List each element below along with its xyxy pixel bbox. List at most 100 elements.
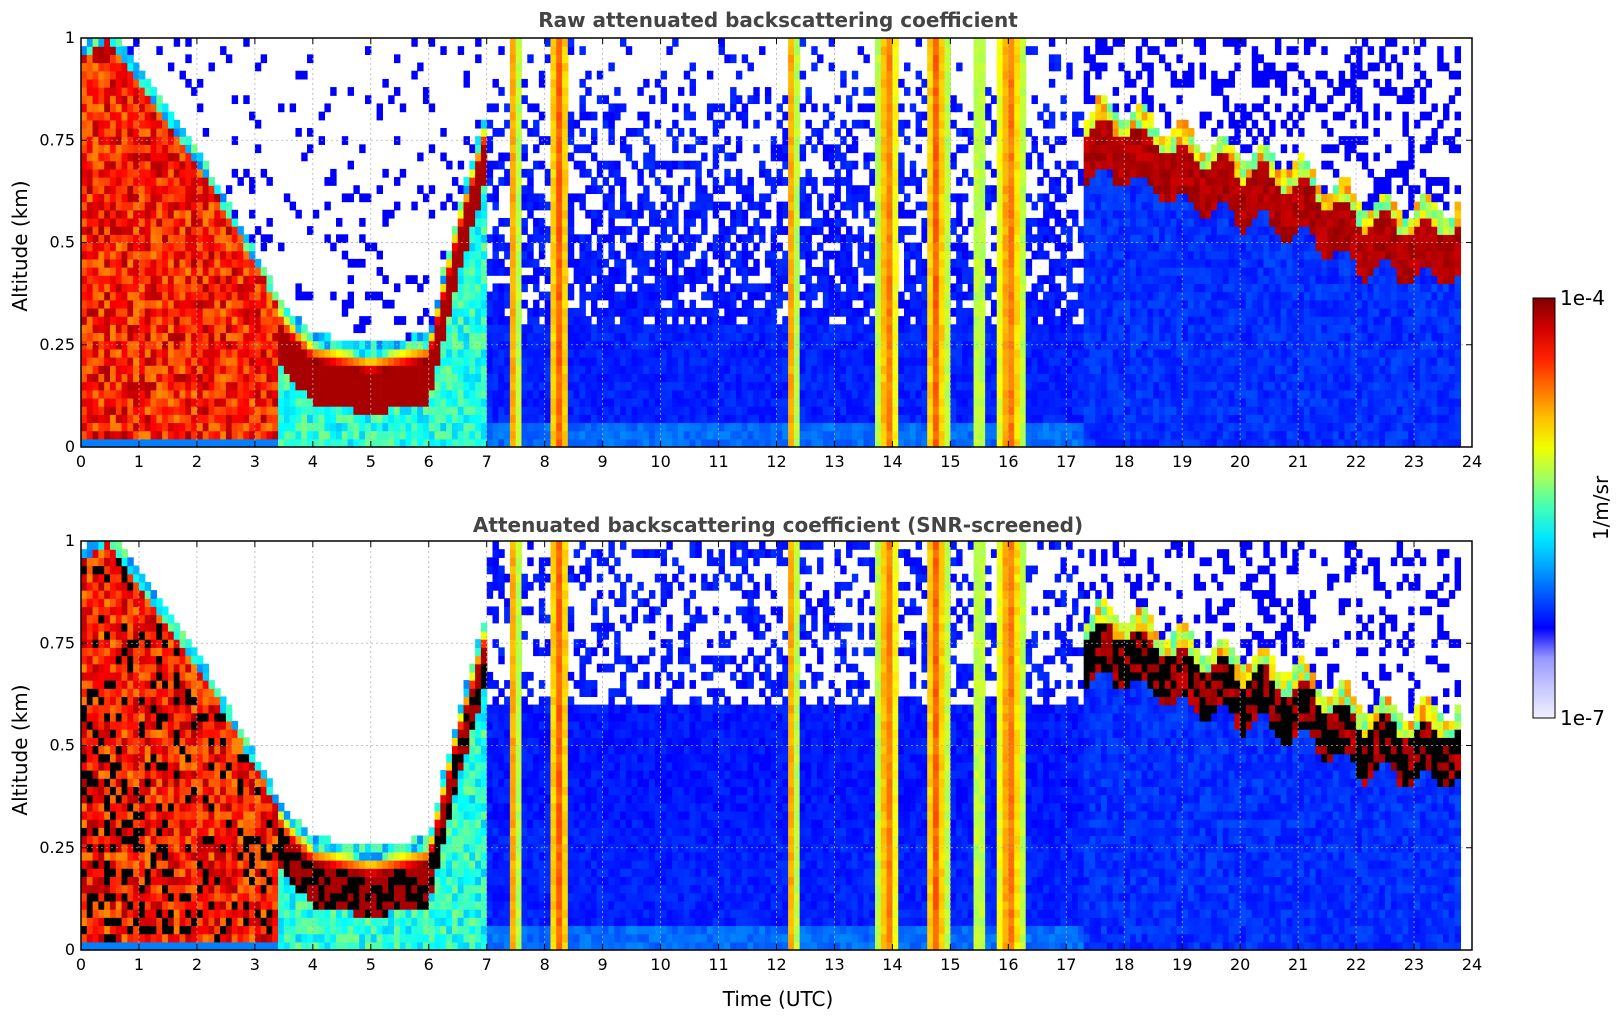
heatmap-cell: [457, 267, 465, 276]
heatmap-cell: [208, 283, 215, 293]
heatmap-cell: [347, 258, 355, 268]
heatmap-cell: [631, 373, 638, 383]
heatmap-cell: [764, 389, 772, 399]
heatmap-cell: [863, 299, 870, 309]
heatmap-cell: [567, 406, 575, 415]
heatmap-cell: [805, 357, 812, 366]
heatmap-cell: [538, 250, 546, 260]
heatmap-cell: [753, 373, 760, 383]
heatmap-cell: [967, 373, 975, 383]
heatmap-cell: [434, 365, 441, 374]
heatmap-cell: [834, 430, 841, 440]
heatmap-cell: [764, 381, 772, 391]
heatmap-cell: [822, 275, 830, 284]
heatmap-cell: [115, 111, 123, 121]
heatmap-cell: [138, 78, 146, 88]
heatmap-cell: [469, 275, 476, 284]
heatmap-cell: [770, 357, 778, 366]
heatmap-cell: [202, 324, 210, 334]
heatmap-cell: [266, 430, 273, 440]
heatmap-cell: [573, 357, 581, 366]
heatmap-cell: [620, 406, 627, 415]
heatmap-cell: [875, 209, 882, 219]
heatmap-cell: [747, 332, 754, 342]
heatmap-cell: [388, 299, 395, 309]
heatmap-cell: [214, 430, 221, 440]
heatmap-cell: [689, 78, 696, 88]
heatmap-cell: [562, 397, 569, 407]
heatmap-cell: [573, 373, 581, 383]
heatmap-cell: [550, 406, 557, 415]
heatmap-cell: [86, 250, 94, 260]
heatmap-cell: [648, 357, 656, 366]
heatmap-cell: [475, 144, 482, 154]
heatmap-cell: [127, 340, 134, 350]
heatmap-cell: [538, 397, 546, 407]
heatmap-cell: [341, 397, 349, 407]
heatmap-cell: [138, 307, 146, 317]
heatmap-cell: [695, 397, 702, 407]
heatmap-cell: [788, 95, 795, 105]
heatmap-cell: [932, 201, 940, 211]
heatmap-cell: [225, 324, 233, 334]
heatmap-cell: [544, 267, 552, 276]
heatmap-cell: [695, 430, 702, 440]
heatmap-cell: [156, 226, 163, 235]
heatmap-cell: [793, 119, 801, 129]
heatmap-cell: [886, 250, 894, 260]
heatmap-cell: [127, 217, 134, 227]
heatmap-cell: [428, 422, 436, 432]
heatmap-cell: [788, 144, 795, 154]
heatmap-cell: [492, 160, 499, 170]
heatmap-cell: [92, 332, 99, 342]
heatmap-cell: [770, 299, 778, 309]
heatmap-cell: [109, 136, 117, 145]
heatmap-cell: [365, 438, 372, 448]
heatmap-cell: [892, 54, 899, 64]
heatmap-cell: [237, 291, 244, 301]
heatmap-cell: [556, 348, 563, 358]
heatmap-cell: [602, 340, 610, 350]
heatmap-cell: [156, 430, 163, 440]
heatmap-cell: [457, 365, 465, 374]
heatmap-cell: [214, 389, 221, 399]
heatmap-cell: [115, 340, 123, 350]
heatmap-cell: [150, 307, 157, 317]
heatmap-cell: [706, 242, 714, 252]
heatmap-cell: [417, 316, 424, 325]
heatmap-cell: [712, 340, 720, 350]
heatmap-cell: [556, 234, 563, 244]
heatmap-cell: [411, 438, 418, 448]
heatmap-cell: [98, 62, 105, 72]
heatmap-cell: [712, 397, 720, 407]
heatmap-cell: [127, 430, 134, 440]
heatmap-cell: [695, 168, 702, 178]
heatmap-cell: [486, 299, 494, 309]
heatmap-cell: [689, 430, 696, 440]
heatmap-cell: [515, 373, 523, 383]
heatmap-cell: [150, 291, 157, 301]
heatmap-cell: [602, 381, 610, 391]
heatmap-cell: [405, 430, 412, 440]
heatmap-cell: [312, 381, 320, 391]
heatmap-cell: [109, 201, 117, 211]
heatmap-cell: [851, 291, 859, 301]
heatmap-cell: [156, 160, 163, 170]
heatmap-cell: [196, 267, 204, 276]
heatmap-cell: [637, 340, 644, 350]
heatmap-cell: [927, 201, 934, 211]
heatmap-cell: [730, 152, 737, 162]
heatmap-cell: [451, 340, 459, 350]
heatmap-cell: [527, 381, 534, 391]
heatmap-cell: [127, 168, 134, 178]
heatmap-cell: [109, 324, 117, 334]
heatmap-cell: [260, 406, 268, 415]
heatmap-cell: [614, 381, 621, 391]
heatmap-cell: [706, 307, 714, 317]
heatmap-cell: [956, 414, 963, 424]
heatmap-cell: [254, 340, 262, 350]
heatmap-cell: [138, 373, 146, 383]
heatmap-cell: [208, 209, 215, 219]
heatmap-cell: [440, 438, 447, 448]
heatmap-cell: [92, 177, 99, 186]
